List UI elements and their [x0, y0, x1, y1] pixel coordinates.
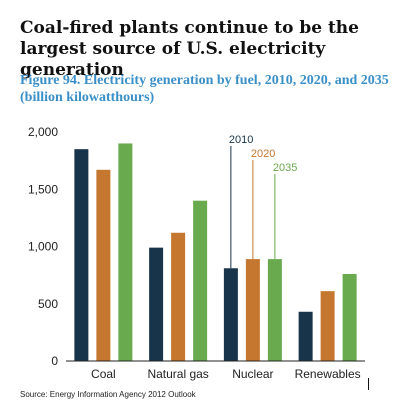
- bars: [74, 143, 357, 361]
- bar-2010-coal: [74, 149, 89, 361]
- category-label: Nuclear: [232, 367, 273, 381]
- headline: Coal-fired plants continue to be the lar…: [20, 18, 359, 80]
- y-tick-label: 500: [38, 297, 58, 311]
- legend-label-2035: 2035: [273, 162, 297, 174]
- source-note: Source: Energy Information Agency 2012 O…: [20, 390, 196, 399]
- bar-2020-renewables: [320, 291, 335, 361]
- bar-2035-nuclear: [267, 259, 282, 361]
- bar-2035-renewables: [342, 273, 357, 361]
- bar-2020-natural-gas: [171, 232, 186, 361]
- bar-2010-nuclear: [223, 268, 238, 361]
- legend: 2010 2020 2035: [229, 134, 297, 269]
- bar-2020-nuclear: [245, 259, 260, 361]
- category-label: Renewables: [295, 367, 361, 381]
- category-label: Coal: [91, 367, 116, 381]
- y-tick-label: 1,000: [28, 240, 58, 254]
- legend-label-2020: 2020: [251, 148, 275, 160]
- y-tick-label: 2,000: [28, 125, 58, 139]
- category-label: Natural gas: [147, 367, 208, 381]
- bar-2010-renewables: [298, 311, 313, 361]
- y-tick-label: 1,500: [28, 182, 58, 196]
- bar-2035-coal: [118, 143, 133, 361]
- bar-2020-coal: [96, 169, 111, 361]
- legend-label-2010: 2010: [229, 134, 253, 146]
- text-cursor-icon: [368, 378, 369, 390]
- category-labels: Coal Natural gas Nuclear Renewables: [91, 367, 361, 381]
- bar-2035-natural-gas: [193, 200, 208, 361]
- bar-2010-natural-gas: [149, 247, 164, 361]
- chart-title: Figure 94. Electricity generation by fue…: [20, 73, 389, 105]
- y-axis-ticks: 0 500 1,000 1,500 2,000: [28, 125, 58, 368]
- y-tick-label: 0: [51, 354, 58, 368]
